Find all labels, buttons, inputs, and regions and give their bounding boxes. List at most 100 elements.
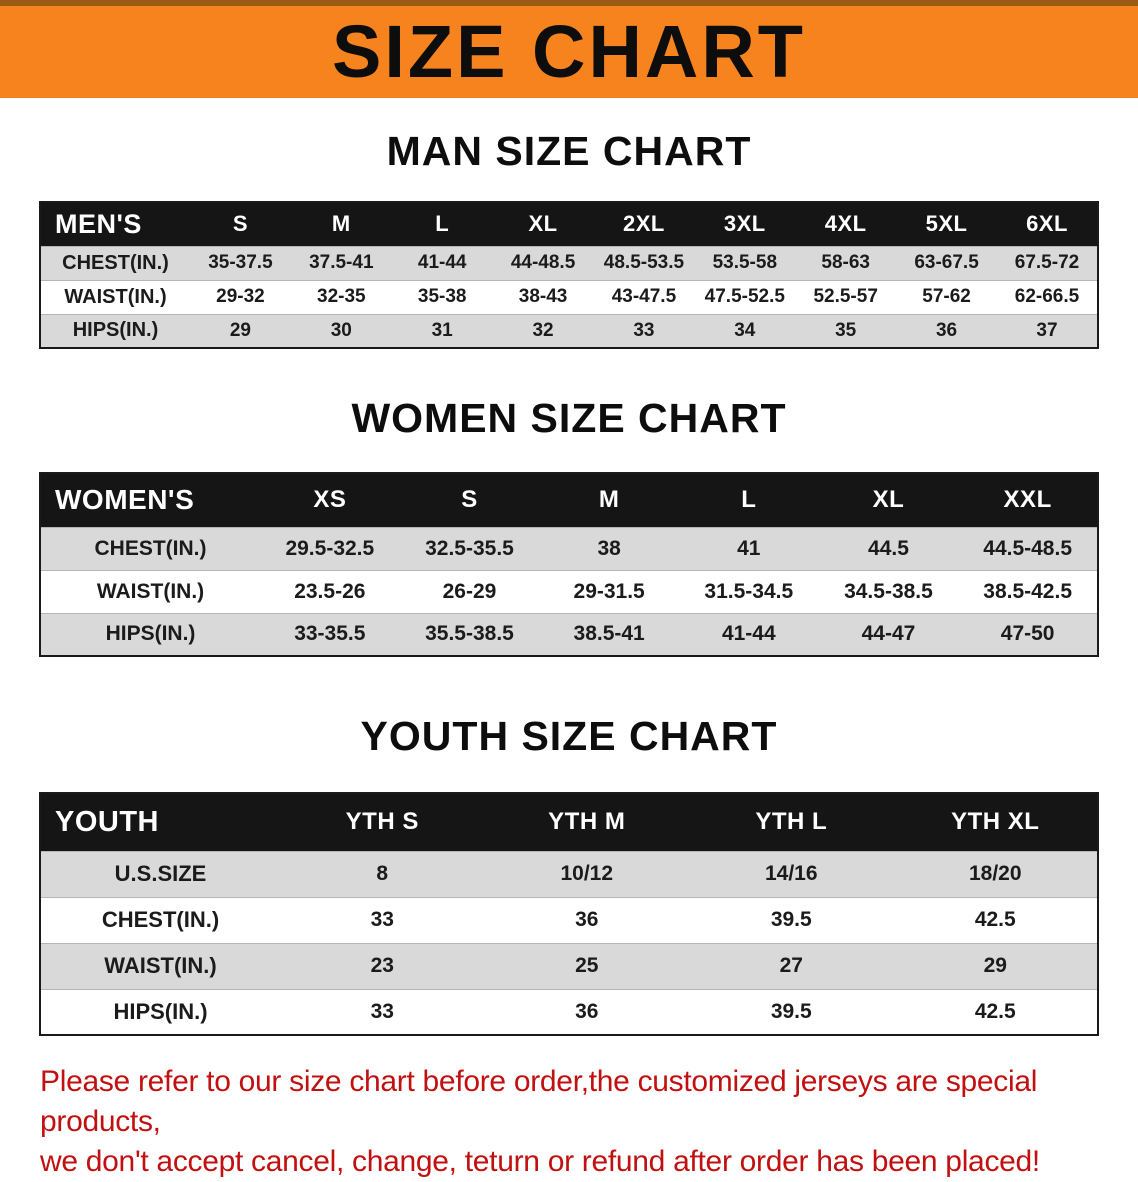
table-cell: 44-48.5 [492,245,594,280]
column-header: YTH S [280,793,485,851]
table-cell: 48.5-53.5 [593,245,695,280]
table-header-row: MEN'S S M L XL 2XL 3XL 4XL 5XL 6XL [40,202,1098,246]
row-label: CHEST(IN.) [40,896,280,943]
footer-line-2: we don't accept cancel, change, teturn o… [40,1145,1040,1178]
footer-line-1: Please refer to our size chart before or… [40,1065,1038,1138]
table-cell: 29.5-32.5 [260,526,400,570]
section-youth: YOUTH SIZE CHART YOUTH YTH S YTH M YTH L YTH… [0,713,1138,1036]
table-cell: 43-47.5 [593,279,695,314]
table-cell: 29-32 [190,279,291,314]
table-cell: 47.5-52.5 [694,279,796,314]
table-cell: 38.5-41 [539,612,679,656]
row-label: HIPS(IN.) [40,988,280,1035]
size-chart-banner: SIZE CHART [0,0,1138,98]
table-cell: 38 [539,526,679,570]
banner-title: SIZE CHART [332,10,806,93]
table-row: WAIST(IN.) 23 25 27 29 [40,942,1098,989]
table-cell: 41-44 [391,245,493,280]
row-label: U.S.SIZE [40,850,280,897]
table-cell: 32-35 [290,279,392,314]
column-header: 3XL [694,202,796,246]
table-cell: 63-67.5 [896,245,997,280]
table-header-row: WOMEN'S XS S M L XL XXL [40,473,1098,527]
table-cell: 31.5-34.5 [678,569,819,613]
table-cell: 29 [190,313,291,348]
table-cell: 38.5-42.5 [958,569,1098,613]
table-cell: 33 [280,896,485,943]
table-cell: 35.5-38.5 [399,612,540,656]
table-row: WAIST(IN.) 23.5-26 26-29 29-31.5 31.5-34.5 34… [40,569,1098,613]
column-header: YTH M [484,793,689,851]
table-cell: 42.5 [893,896,1098,943]
table-corner-label: YOUTH [40,793,280,851]
youth-size-table: YOUTH YTH S YTH M YTH L YTH XL U.S.SIZE 8 10/12… [39,792,1099,1036]
table-cell: 35 [795,313,897,348]
table-cell: 23.5-26 [260,569,400,613]
table-row: CHEST(IN.) 29.5-32.5 32.5-35.5 38 41 44.5 44.5… [40,526,1098,570]
row-label: HIPS(IN.) [40,313,190,348]
table-cell: 25 [484,942,689,989]
table-cell: 30 [290,313,392,348]
column-header: M [290,202,392,246]
table-cell: 33-35.5 [260,612,400,656]
table-cell: 53.5-58 [694,245,796,280]
section-men: MAN SIZE CHART MEN'S S M L XL 2XL 3XL 4XL 5XL 6XL… [0,128,1138,349]
column-header: XL [818,473,959,527]
row-label: CHEST(IN.) [40,245,190,280]
column-header: S [190,202,291,246]
table-cell: 57-62 [896,279,997,314]
table-cell: 35-38 [391,279,493,314]
table-row: CHEST(IN.) 35-37.5 37.5-41 41-44 44-48.5 48.5… [40,245,1098,280]
table-cell: 67.5-72 [997,245,1098,280]
men-section-title: MAN SIZE CHART [386,128,752,174]
column-header: YTH L [689,793,894,851]
table-cell: 42.5 [893,988,1098,1035]
table-cell: 29 [893,942,1098,989]
column-header: XS [260,473,400,527]
table-cell: 36 [896,313,997,348]
table-cell: 26-29 [399,569,540,613]
column-header: 2XL [593,202,695,246]
table-cell: 8 [280,850,485,897]
row-label: HIPS(IN.) [40,612,260,656]
column-header: 6XL [997,202,1098,246]
column-header: XXL [958,473,1098,527]
column-header: XL [492,202,594,246]
table-cell: 14/16 [689,850,894,897]
table-row: CHEST(IN.) 33 36 39.5 42.5 [40,896,1098,943]
table-cell: 32 [492,313,594,348]
table-cell: 34 [694,313,796,348]
table-cell: 33 [280,988,485,1035]
table-row: U.S.SIZE 8 10/12 14/16 18/20 [40,850,1098,897]
column-header: L [391,202,493,246]
table-cell: 35-37.5 [190,245,291,280]
table-cell: 47-50 [958,612,1098,656]
table-header-row: YOUTH YTH S YTH M YTH L YTH XL [40,793,1098,851]
table-cell: 33 [593,313,695,348]
row-label: CHEST(IN.) [40,526,260,570]
table-cell: 10/12 [484,850,689,897]
table-row: WAIST(IN.) 29-32 32-35 35-38 38-43 43-47.5 47.… [40,279,1098,314]
footer-note: Please refer to our size chart before or… [40,1062,1102,1182]
table-cell: 44-47 [818,612,959,656]
table-cell: 18/20 [893,850,1098,897]
section-women: WOMEN SIZE CHART WOMEN'S XS S M L XL XXL CHEST(… [0,395,1138,657]
table-cell: 52.5-57 [795,279,897,314]
women-size-table: WOMEN'S XS S M L XL XXL CHEST(IN.) 29.5-32.5 32.5… [39,472,1099,657]
column-header: YTH XL [893,793,1098,851]
table-cell: 31 [391,313,493,348]
table-cell: 39.5 [689,896,894,943]
table-cell: 23 [280,942,485,989]
row-label: WAIST(IN.) [40,279,190,314]
row-label: WAIST(IN.) [40,942,280,989]
table-corner-label: WOMEN'S [40,473,260,527]
table-cell: 37.5-41 [290,245,392,280]
women-section-title: WOMEN SIZE CHART [351,395,787,441]
row-label: WAIST(IN.) [40,569,260,613]
column-header: 4XL [795,202,897,246]
table-corner-label: MEN'S [40,202,190,246]
table-cell: 36 [484,988,689,1035]
table-cell: 38-43 [492,279,594,314]
column-header: M [539,473,679,527]
table-row: HIPS(IN.) 29 30 31 32 33 34 35 36 37 [40,313,1098,348]
